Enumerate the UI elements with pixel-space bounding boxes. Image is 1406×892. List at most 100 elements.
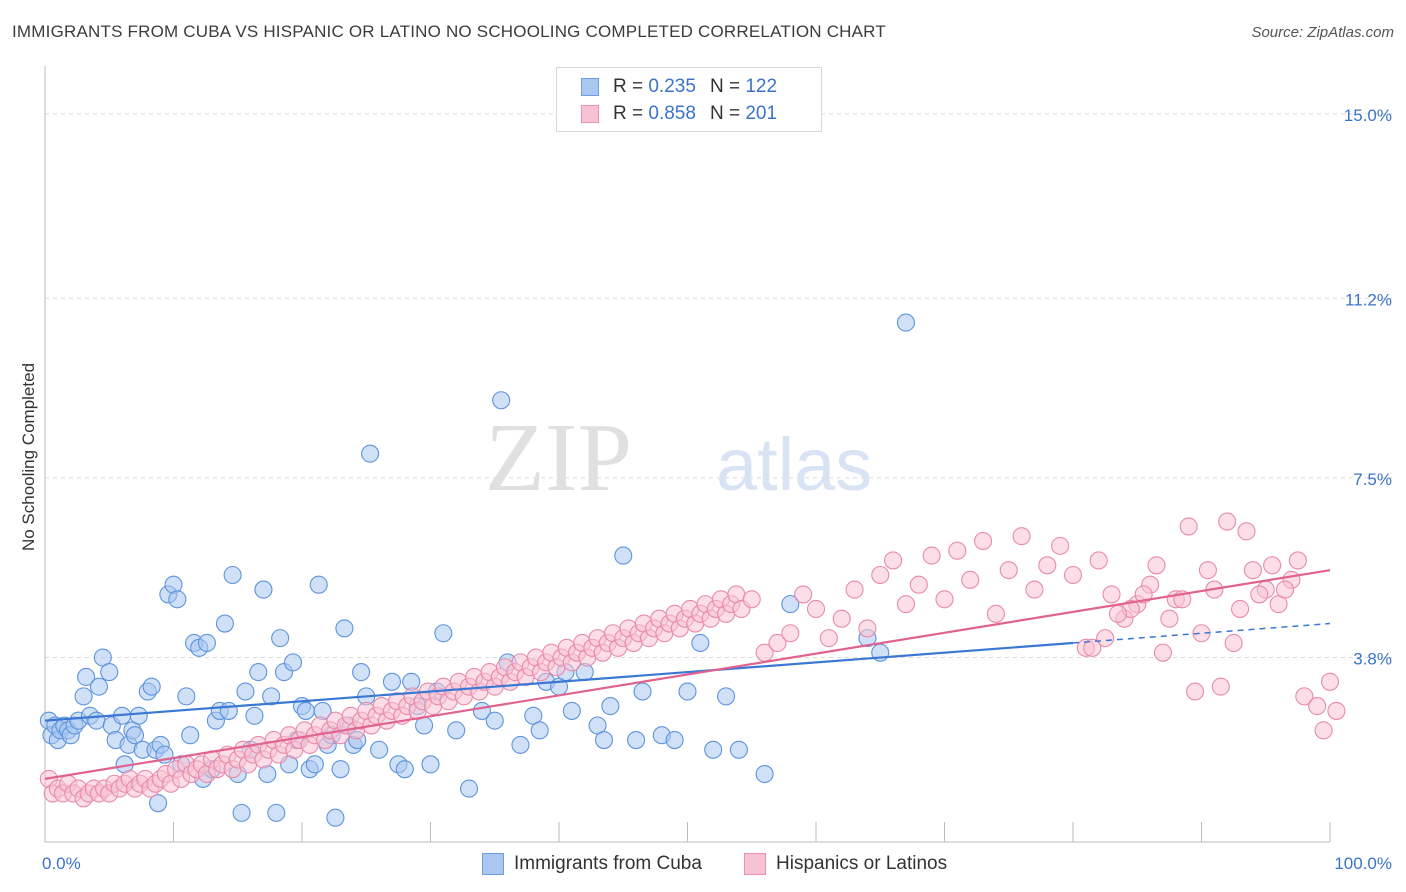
data-point-cuba [296,701,315,720]
data-point-cuba [305,755,324,774]
data-point-hispanic [871,565,890,585]
data-point-cuba [262,687,281,706]
data-point-hispanic [1012,527,1031,546]
data-point-cuba [89,677,109,696]
data-point-cuba [896,313,916,332]
data-point-hispanic [1327,701,1346,720]
trend-lines [44,569,1331,780]
bottom-legend-cuba: Immigrants from Cuba [482,852,702,876]
data-point-hispanic [1314,721,1333,740]
data-point-cuba [447,721,466,740]
data-point-hispanic [1160,609,1179,628]
legend-r-value: 0.235 [648,76,696,97]
data-point-hispanic [1147,556,1166,575]
data-point-cuba [100,663,119,682]
data-point-hispanic [1063,565,1083,585]
data-point-hispanic [1198,561,1217,580]
legend-row-cuba: R = 0.235 N = 122 [581,75,777,99]
data-point-cuba [219,701,238,720]
data-point-cuba [335,619,354,638]
data-point-cuba [781,595,800,614]
data-point-hispanic [1308,697,1327,716]
data-point-cuba [511,735,530,754]
data-point-cuba [755,764,774,784]
trend-line-hispanic [44,569,1331,780]
data-point-cuba [87,711,106,730]
data-point-hispanic [884,551,903,570]
data-point-cuba [267,803,286,822]
source-credit: Source: ZipAtlas.com [1251,24,1394,41]
y-tick-label: 15.0% [1344,106,1392,125]
trend-line-cuba [44,641,1074,722]
data-point-hispanic [961,570,980,589]
data-point-hispanic [948,541,967,560]
data-point-hispanic [935,590,954,609]
data-point-cuba [485,711,504,730]
legend-n-label: N = [709,103,741,124]
legend-n-value: 122 [745,76,778,97]
watermark-atlas: atlas [716,423,872,506]
data-point-cuba [594,731,614,750]
data-point-hispanic [1108,604,1128,623]
data-point-hispanic [1179,517,1198,536]
data-point-cuba [382,672,402,691]
data-point-cuba [236,682,255,701]
chart-title: IMMIGRANTS FROM CUBA VS HISPANIC OR LATI… [12,22,886,41]
bottom-legend-label-hispanic: Hispanics or Latinos [776,853,948,874]
data-point-hispanic [1089,551,1108,570]
data-point-cuba [254,580,273,599]
data-point-hispanic [1295,687,1314,706]
data-point-cuba [434,624,453,643]
data-point-cuba [614,546,633,565]
data-point-hispanic [1102,585,1121,604]
tick-labels: 3.8% 7.5% 11.2% 15.0% 0.0% 100.0% [42,106,1392,873]
data-point-cuba [530,721,549,740]
data-point-cuba [129,706,148,725]
data-point-hispanic [1288,551,1307,570]
data-point-cuba [492,391,511,410]
data-point-hispanic [1275,580,1295,599]
data-point-cuba [601,697,620,716]
data-point-cuba [633,682,652,701]
data-point-hispanic [806,599,826,619]
data-point-cuba [215,614,234,633]
data-point-cuba [729,740,748,759]
data-point-hispanic [1051,536,1070,555]
data-point-cuba [223,565,242,585]
x-tick-label: 0.0% [42,854,81,873]
data-point-cuba [704,740,723,759]
data-point-cuba [271,629,290,648]
data-point-cuba [309,575,328,594]
data-point-cuba [249,663,268,682]
data-point-hispanic [973,531,993,551]
data-point-cuba [149,794,168,813]
data-point-cuba [245,706,264,725]
watermark: ZIP atlas [485,404,872,512]
data-point-hispanic [845,580,864,599]
data-point-hispanic [768,633,787,653]
data-point-cuba [361,444,380,463]
data-point-cuba [177,687,196,706]
data-point-hispanic [986,604,1005,623]
data-point-hispanic [1250,585,1269,604]
watermark-zip: ZIP [485,404,632,512]
data-point-hispanic [909,575,928,594]
axes [44,66,1331,843]
legend-row-hispanic: R = 0.858 N = 201 [581,102,777,126]
data-point-cuba [168,590,187,609]
data-point-hispanic [742,590,761,609]
x-tick-label: 100.0% [1334,854,1392,873]
data-point-cuba [326,808,345,827]
data-point-hispanic [922,546,941,565]
data-point-hispanic [1237,522,1256,541]
data-point-hispanic [1025,580,1044,599]
data-point-hispanic [819,629,838,648]
legend-r-value: 0.858 [648,103,696,124]
data-point-hispanic [1096,629,1115,648]
data-point-hispanic [896,595,916,614]
data-point-cuba [421,755,440,774]
data-point-cuba [395,760,414,779]
data-point-cuba [370,740,389,759]
data-point-cuba [331,760,350,779]
